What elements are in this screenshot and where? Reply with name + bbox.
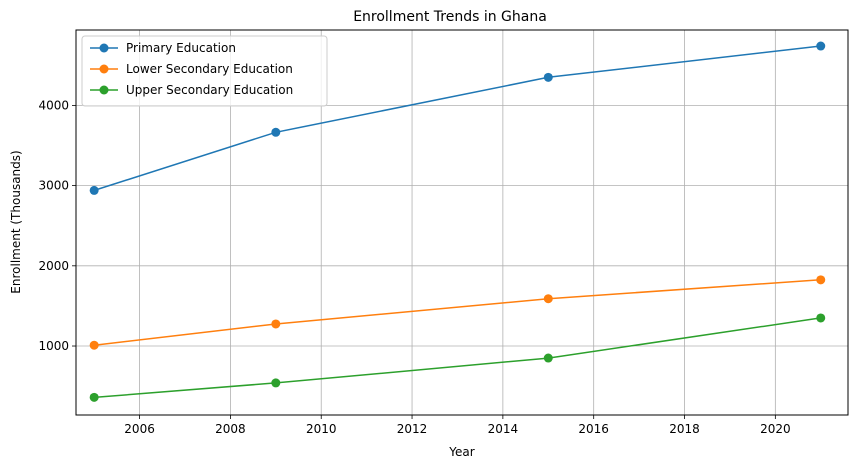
- x-tick-label: 2020: [760, 422, 791, 436]
- data-point: [816, 275, 826, 285]
- legend-entry: Lower Secondary Education: [126, 62, 293, 76]
- data-point: [271, 319, 281, 329]
- y-tick-label: 1000: [38, 339, 69, 353]
- legend-box: [81, 35, 328, 107]
- chart-title: Enrollment Trends in Ghana: [353, 9, 547, 25]
- legend: Primary Education Lower Secondary Educati…: [81, 35, 328, 107]
- data-point: [543, 353, 553, 363]
- x-tick-label: 2014: [488, 422, 519, 436]
- y-tick-label: 2000: [38, 259, 69, 273]
- series-line-2: [94, 317, 821, 399]
- data-point: [543, 294, 553, 304]
- legend-entry: Upper Secondary Education: [126, 83, 293, 97]
- data-point: [89, 185, 99, 195]
- data-point: [89, 392, 99, 402]
- x-tick-label: 2016: [578, 422, 609, 436]
- x-tick-label: 2008: [215, 422, 246, 436]
- x-tick-label: 2012: [397, 422, 428, 436]
- series-group: [89, 41, 826, 402]
- data-point: [271, 127, 281, 137]
- x-tick-label: 2006: [124, 422, 155, 436]
- legend-swatch-marker: [99, 43, 109, 53]
- data-point: [543, 72, 553, 82]
- data-point: [816, 313, 826, 323]
- x-tick-label: 2018: [669, 422, 700, 436]
- data-point: [271, 378, 281, 388]
- legend-swatch-marker: [99, 64, 109, 74]
- data-point: [89, 340, 99, 350]
- series-line-1: [94, 279, 821, 346]
- y-tick-label: 4000: [38, 98, 69, 112]
- x-axis-ticks: 2006 2008 2010 2012 2014 2016 2018 2020: [124, 415, 791, 436]
- x-axis-label: Year: [448, 445, 474, 459]
- x-tick-label: 2010: [306, 422, 337, 436]
- y-tick-label: 3000: [38, 179, 69, 193]
- data-point: [816, 41, 826, 51]
- legend-swatch-marker: [99, 85, 109, 95]
- plot-frame: [75, 29, 849, 416]
- y-axis-ticks: 1000 2000 3000 4000: [38, 98, 76, 353]
- y-axis-label: Enrollment (Thousands): [9, 150, 23, 293]
- legend-entry: Primary Education: [126, 41, 236, 55]
- series-line-0: [93, 45, 821, 192]
